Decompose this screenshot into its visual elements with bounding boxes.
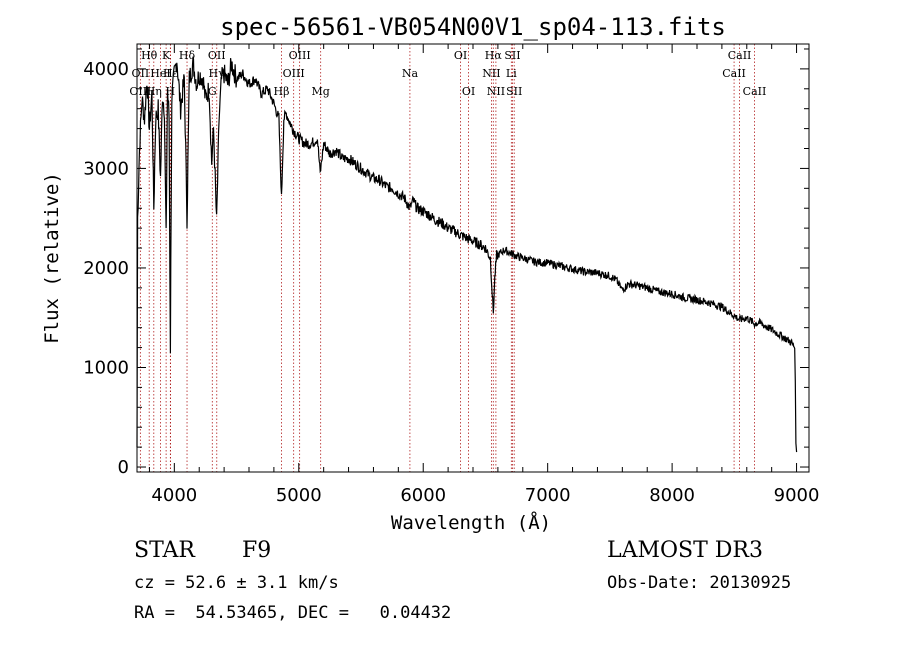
redshift-value: cz = 52.6 ± 3.1 km/s: [134, 573, 339, 593]
y-tick-label: 1000: [83, 357, 129, 378]
y-axis-label: Flux (relative): [41, 172, 63, 344]
line-label: CaII: [722, 67, 746, 80]
line-label: OI: [454, 49, 467, 62]
x-axis-label: Wavelength (Å): [391, 511, 551, 534]
sky-coordinates: RA = 54.53465, DEC = 0.04432: [134, 603, 452, 623]
line-label: OI: [462, 85, 475, 98]
y-tick-label: 2000: [83, 258, 129, 279]
line-label: H: [166, 85, 176, 98]
chart-title: spec-56561-VB054N00V1_sp04-113.fits: [220, 13, 726, 41]
line-label: Mg: [312, 85, 330, 98]
emission-line-markers: [139, 44, 755, 472]
line-label: Hδ: [179, 49, 196, 62]
line-label: K: [162, 49, 171, 62]
survey-name: LAMOST DR3: [607, 538, 763, 563]
plot-frame: [136, 43, 810, 473]
line-label: NII: [487, 85, 505, 98]
x-tick-label: 6000: [400, 485, 446, 506]
observation-date: Obs-Date: 20130925: [607, 573, 792, 593]
line-label: SII: [504, 49, 520, 62]
line-label: OIII: [283, 67, 305, 80]
y-tick-label: 3000: [83, 158, 129, 179]
x-tick-label: 8000: [649, 485, 695, 506]
x-tick-label: 5000: [276, 485, 322, 506]
spectral-subclass: F9: [242, 538, 272, 563]
line-label: OII: [208, 49, 226, 62]
x-tick-label: 7000: [525, 485, 571, 506]
line-label: Li: [506, 67, 517, 80]
y-tick-label: 4000: [83, 59, 129, 80]
spectrum-line: [136, 56, 798, 453]
line-label: Na: [402, 67, 419, 80]
line-label: Hε: [163, 67, 179, 80]
y-tick-label: 0: [118, 457, 129, 478]
line-label: Hβ: [274, 85, 290, 98]
line-label: SII: [506, 85, 522, 98]
line-label: CaII: [743, 85, 767, 98]
line-label: OII: [132, 67, 150, 80]
line-label: Hη: [146, 85, 162, 98]
y-axis-ticks: 0 1000 2000 3000 4000: [83, 48, 809, 478]
line-label: G: [208, 85, 217, 98]
line-label: NII: [482, 67, 500, 80]
line-label: Hα: [485, 49, 503, 62]
object-class: STAR: [134, 538, 195, 563]
line-label: Hγ: [209, 67, 226, 80]
x-axis-ticks: 4000 5000 6000 7000 8000 9000: [148, 44, 820, 506]
line-label: CaII: [728, 49, 752, 62]
line-label: HeI: [150, 67, 170, 80]
line-label: OIII: [289, 49, 311, 62]
x-tick-label: 9000: [774, 485, 820, 506]
line-label: Hθ: [141, 49, 158, 62]
x-tick-label: 4000: [151, 485, 197, 506]
